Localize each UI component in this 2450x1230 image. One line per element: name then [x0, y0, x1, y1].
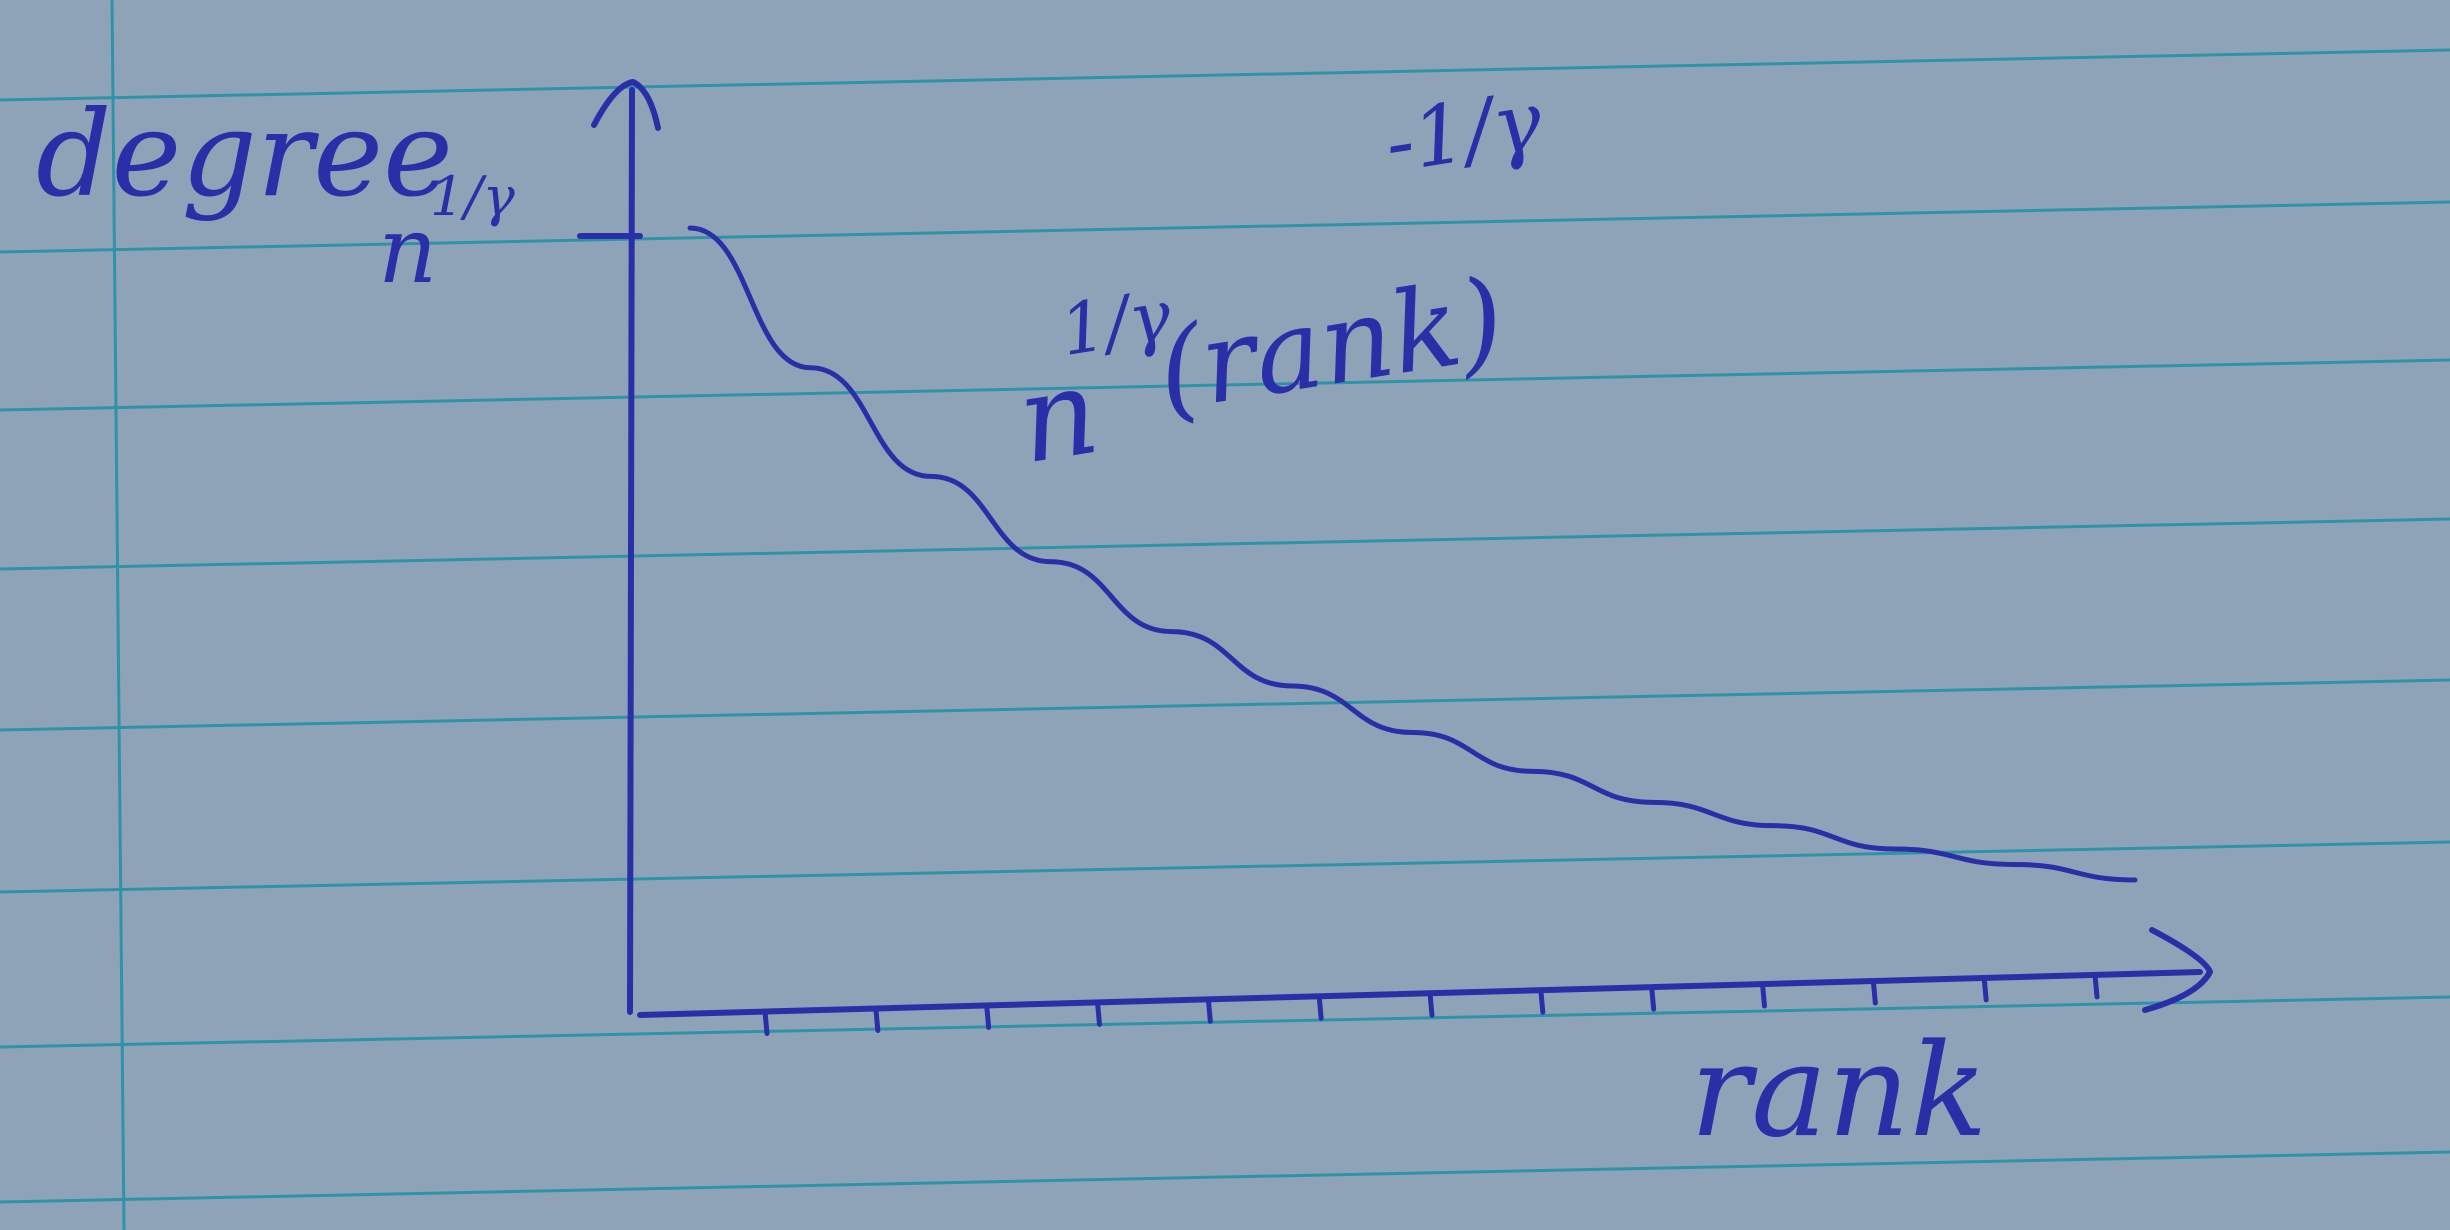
x-tick: [2092, 972, 2100, 1000]
x-tick: [984, 1002, 992, 1030]
margin-line: [110, 0, 126, 1230]
x-tick: [762, 1009, 770, 1037]
x-tick: [1205, 996, 1213, 1024]
x-axis-label: rank: [1690, 1017, 1988, 1166]
x-tick: [1316, 993, 1324, 1021]
svg-text:1/γ: 1/γ: [430, 165, 516, 228]
rule-line: [0, 678, 2450, 732]
rule-line: [0, 517, 2450, 571]
series-line: [687, 225, 2138, 883]
svg-text:1/γ: 1/γ: [1055, 274, 1177, 372]
rule-line: [0, 840, 2450, 894]
y-axis: [591, 79, 661, 1015]
y-axis-label: degree: [36, 85, 453, 223]
x-tick: [1870, 978, 1878, 1006]
rule-line: [0, 995, 2450, 1049]
x-tick: [1649, 984, 1657, 1012]
x-tick: [1981, 975, 1989, 1003]
curve-annotation: n 1/γ (rank) -1/γ: [1009, 73, 1549, 491]
x-axis-ticks: [762, 972, 2100, 1037]
rule-line: [0, 200, 2450, 254]
x-tick: [1095, 999, 1102, 1027]
svg-text:n: n: [378, 197, 437, 304]
x-axis: [637, 927, 2213, 1018]
y-axis-arrowhead: [591, 79, 661, 131]
svg-text:-1/γ: -1/γ: [1379, 73, 1549, 191]
rule-line: [0, 48, 2450, 102]
rule-line: [0, 358, 2450, 412]
x-tick: [1538, 987, 1546, 1015]
x-axis-arrowhead: [2142, 927, 2213, 1013]
x-tick: [1760, 981, 1767, 1009]
svg-text:(rank): (rank): [1149, 254, 1513, 437]
ruled-lines: [0, 48, 2450, 1204]
rule-line: [0, 1150, 2450, 1204]
x-tick: [873, 1005, 881, 1033]
y-tick-label: n 1/γ: [378, 165, 516, 304]
x-tick: [1427, 990, 1435, 1018]
